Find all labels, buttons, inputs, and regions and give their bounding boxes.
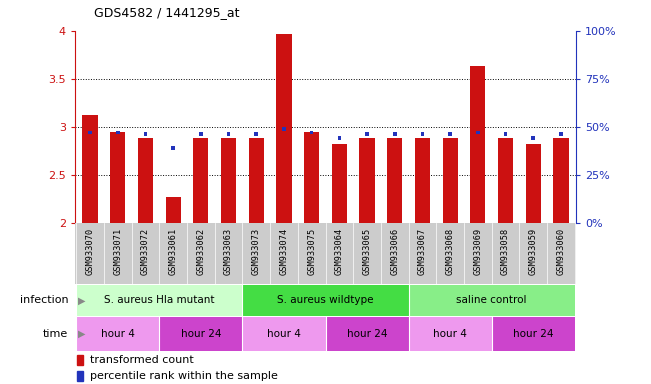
Bar: [199, 132, 202, 136]
Bar: [387, 138, 402, 223]
Text: GSM933065: GSM933065: [363, 228, 372, 275]
Bar: [449, 132, 452, 136]
Text: percentile rank within the sample: percentile rank within the sample: [90, 371, 278, 381]
Bar: [359, 138, 375, 223]
Text: GSM933068: GSM933068: [446, 228, 454, 275]
Text: S. aureus Hla mutant: S. aureus Hla mutant: [104, 295, 215, 306]
Text: GSM933074: GSM933074: [279, 228, 288, 275]
Bar: [144, 132, 147, 136]
Text: transformed count: transformed count: [90, 355, 193, 365]
Text: ▶: ▶: [78, 295, 86, 306]
Bar: [116, 131, 120, 134]
Bar: [76, 318, 159, 351]
Bar: [476, 131, 480, 134]
Bar: [193, 138, 208, 223]
Text: GSM933060: GSM933060: [557, 228, 566, 275]
Text: hour 24: hour 24: [513, 329, 553, 339]
Text: hour 24: hour 24: [180, 329, 221, 339]
Bar: [525, 144, 541, 223]
Bar: [76, 285, 242, 316]
Text: GSM933075: GSM933075: [307, 228, 316, 275]
Text: GSM933067: GSM933067: [418, 228, 427, 275]
Bar: [77, 371, 83, 381]
Bar: [553, 138, 568, 223]
Bar: [443, 138, 458, 223]
Bar: [221, 138, 236, 223]
Text: hour 24: hour 24: [347, 329, 387, 339]
Bar: [504, 132, 507, 136]
Bar: [498, 138, 513, 223]
Bar: [242, 318, 326, 351]
Text: GSM933072: GSM933072: [141, 228, 150, 275]
Text: GSM933066: GSM933066: [390, 228, 399, 275]
Bar: [304, 131, 319, 223]
Bar: [393, 132, 396, 136]
Bar: [470, 66, 486, 223]
Bar: [159, 318, 242, 351]
Text: GSM933061: GSM933061: [169, 228, 178, 275]
Text: GSM933064: GSM933064: [335, 228, 344, 275]
Bar: [249, 138, 264, 223]
Text: time: time: [43, 329, 68, 339]
Bar: [326, 318, 409, 351]
Bar: [171, 146, 175, 150]
Bar: [409, 285, 575, 316]
Bar: [365, 132, 369, 136]
Bar: [310, 131, 313, 134]
Bar: [332, 144, 347, 223]
Bar: [409, 318, 492, 351]
Bar: [242, 285, 409, 316]
Bar: [338, 136, 341, 140]
Bar: [415, 138, 430, 223]
Bar: [83, 115, 98, 223]
Text: S. aureus wildtype: S. aureus wildtype: [277, 295, 374, 306]
Text: GSM933059: GSM933059: [529, 228, 538, 275]
Bar: [276, 34, 292, 223]
Text: GSM933062: GSM933062: [197, 228, 205, 275]
Text: hour 4: hour 4: [101, 329, 135, 339]
Bar: [255, 132, 258, 136]
Bar: [531, 136, 535, 140]
Bar: [165, 197, 181, 223]
Bar: [282, 127, 286, 131]
Text: GSM933063: GSM933063: [224, 228, 233, 275]
Bar: [492, 318, 575, 351]
Text: GSM933073: GSM933073: [252, 228, 261, 275]
Text: GSM933069: GSM933069: [473, 228, 482, 275]
Bar: [138, 138, 153, 223]
Text: ▶: ▶: [78, 329, 86, 339]
Text: hour 4: hour 4: [267, 329, 301, 339]
Bar: [559, 132, 562, 136]
Bar: [110, 131, 126, 223]
Text: saline control: saline control: [456, 295, 527, 306]
Text: GSM933071: GSM933071: [113, 228, 122, 275]
Text: GSM933058: GSM933058: [501, 228, 510, 275]
Bar: [89, 131, 92, 134]
Bar: [421, 132, 424, 136]
Bar: [77, 355, 83, 365]
Bar: [227, 132, 230, 136]
Text: hour 4: hour 4: [433, 329, 467, 339]
Text: GSM933070: GSM933070: [85, 228, 94, 275]
Text: infection: infection: [20, 295, 68, 306]
Text: GDS4582 / 1441295_at: GDS4582 / 1441295_at: [94, 6, 240, 19]
